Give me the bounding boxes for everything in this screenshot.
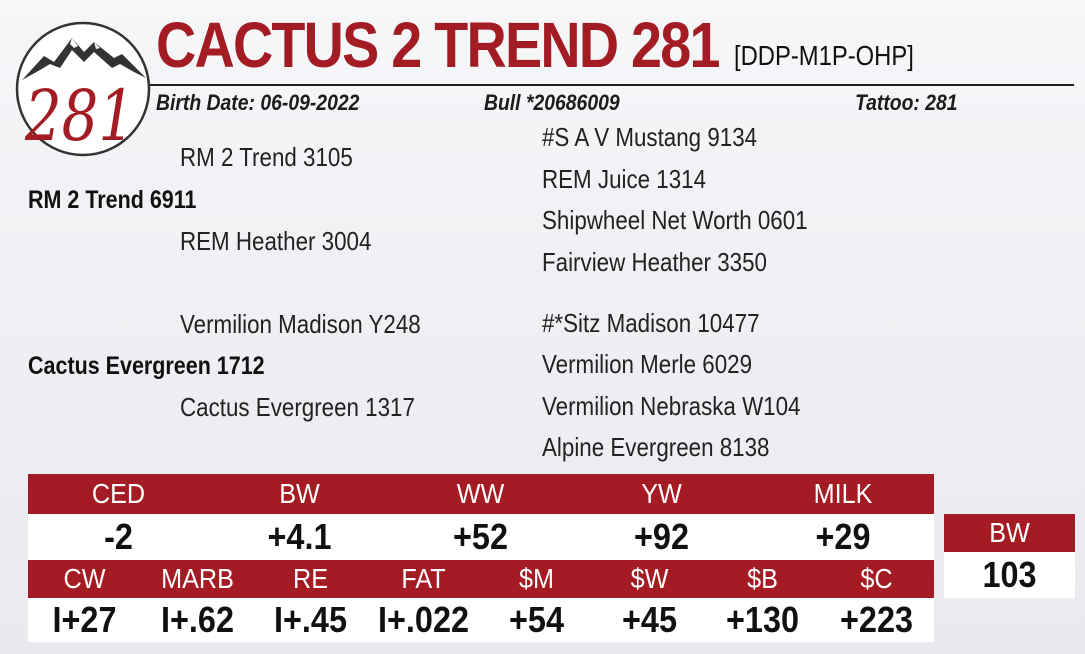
sire-dam-dam: Fairview Heather 3350 xyxy=(542,247,767,277)
epd-value-ced: -2 xyxy=(104,516,133,557)
dam-name: Cactus Evergreen 1712 xyxy=(28,352,265,380)
epd-label-dollar-c: $C xyxy=(860,563,893,594)
epd-value-fat: I+.022 xyxy=(378,599,469,640)
actual-bw-value-box: 103 xyxy=(944,552,1075,598)
tattoo: Tattoo: 281 xyxy=(855,90,958,115)
header-divider xyxy=(150,84,1074,86)
epd-row2-values: I+27 I+.62 I+.45 I+.022 +54 +45 +130 +22… xyxy=(28,598,934,642)
epd-value-marb: I+.62 xyxy=(161,599,234,640)
actual-bw-label-box: BW xyxy=(944,514,1075,552)
dam-sire-dam: Vermilion Merle 6029 xyxy=(542,349,753,379)
sire-sire: RM 2 Trend 3105 xyxy=(180,142,353,172)
epd-label-ced: CED xyxy=(91,478,146,509)
epd-label-fat: FAT xyxy=(401,563,446,594)
registration-codes: [DDP-M1P-OHP] xyxy=(734,40,914,71)
sire-dam-sire: Shipwheel Net Worth 0601 xyxy=(542,205,808,235)
dam-sire-sire: #*Sitz Madison 10477 xyxy=(542,308,760,338)
epd-value-dollar-m: +54 xyxy=(509,599,564,640)
registration-number: Bull *20686009 xyxy=(484,90,620,115)
sire-name: RM 2 Trend 6911 xyxy=(28,186,197,214)
epd-value-re: I+.45 xyxy=(274,599,347,640)
epd-label-marb: MARB xyxy=(161,563,234,594)
epd-value-cw: I+27 xyxy=(52,599,117,640)
dam-dam-sire: Vermilion Nebraska W104 xyxy=(542,391,801,421)
epd-row1-labels: CED BW WW YW MILK xyxy=(28,474,934,514)
epd-value-dollar-b: +130 xyxy=(726,599,799,640)
epd-label-bw: BW xyxy=(279,478,320,509)
epd-value-milk: +29 xyxy=(815,516,871,557)
epd-row1-values: -2 +4.1 +52 +92 +29 xyxy=(28,514,934,560)
mountain-icon xyxy=(22,38,146,80)
dam-dam: Cactus Evergreen 1317 xyxy=(180,392,415,422)
epd-label-cw: CW xyxy=(63,563,106,594)
epd-label-ww: WW xyxy=(456,478,505,509)
epd-label-milk: MILK xyxy=(813,478,873,509)
actual-bw-label: BW xyxy=(989,517,1030,548)
dam-sire: Vermilion Madison Y248 xyxy=(180,309,421,339)
sire-sire-dam: REM Juice 1314 xyxy=(542,164,707,194)
epd-label-re: RE xyxy=(292,563,329,594)
epd-value-yw: +92 xyxy=(634,516,689,557)
sire-dam: REM Heather 3004 xyxy=(180,226,372,256)
epd-value-ww: +52 xyxy=(453,516,508,557)
animal-name-title: CACTUS 2 TREND 281 xyxy=(156,9,720,81)
epd-label-yw: YW xyxy=(641,478,682,509)
epd-value-dollar-w: +45 xyxy=(622,599,677,640)
epd-row2-labels: CW MARB RE FAT $M $W $B $C xyxy=(28,560,934,598)
epd-label-dollar-m: $M xyxy=(518,563,555,594)
actual-bw-value: 103 xyxy=(982,554,1037,595)
sire-sire-sire: #S A V Mustang 9134 xyxy=(542,122,758,152)
birth-date: Birth Date: 06-09-2022 xyxy=(156,90,360,115)
epd-value-bw: +4.1 xyxy=(267,516,332,557)
logo-number: 281 xyxy=(24,75,135,157)
epd-value-dollar-c: +223 xyxy=(840,599,913,640)
ranch-logo: 281 xyxy=(15,21,151,157)
dam-dam-dam: Alpine Evergreen 8138 xyxy=(542,432,770,462)
epd-label-dollar-w: $W xyxy=(630,563,669,594)
epd-label-dollar-b: $B xyxy=(747,563,778,594)
